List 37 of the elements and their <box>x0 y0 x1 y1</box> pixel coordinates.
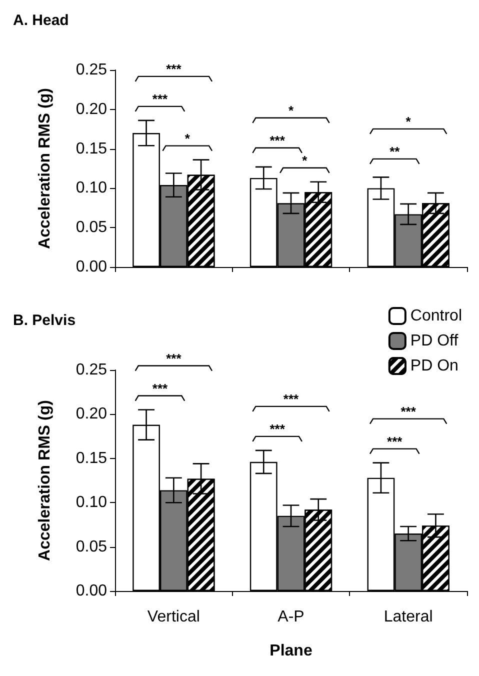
y-axis-title: Acceleration RMS (g) <box>36 400 54 561</box>
chart-title: A. Head <box>13 12 69 29</box>
legend-label: PD Off <box>410 332 459 350</box>
annotation: * <box>184 130 191 146</box>
y-tick-label: 0.00 <box>76 582 108 600</box>
y-tick-label: 0.15 <box>76 450 108 467</box>
y-tick-label: 0.05 <box>76 219 108 236</box>
annotation: * <box>288 102 294 118</box>
y-tick-label: 0.10 <box>76 494 108 512</box>
x-tick-label: A-P <box>278 608 304 626</box>
x-tick-label: Lateral <box>384 608 433 626</box>
x-tick-label: Vertical <box>147 608 200 626</box>
chart-title: B. Pelvis <box>13 312 76 329</box>
y-tick-label: 0.25 <box>76 62 108 78</box>
y-tick-label: 0.25 <box>76 362 108 378</box>
legend-label: Control <box>410 308 462 324</box>
annotation: *** <box>166 61 182 76</box>
text: *** <box>166 350 182 366</box>
annotation: *** <box>152 380 168 396</box>
annotation: * <box>406 114 412 129</box>
annotation: *** <box>270 132 286 148</box>
annotation: *** <box>400 404 417 419</box>
annotation: *** <box>387 434 404 449</box>
y-tick-label: 0.20 <box>76 100 108 118</box>
y-axis-title: Acceleration RMS (g) <box>36 88 54 249</box>
x-axis-title: Plane <box>270 642 312 660</box>
y-tick-label: 0.00 <box>76 258 108 276</box>
y-tick-label: 0.10 <box>76 180 108 197</box>
y-tick-label: 0.15 <box>76 140 108 158</box>
annotation: ** <box>390 144 401 159</box>
y-tick-label: 0.20 <box>76 406 108 423</box>
annotation: * <box>302 152 308 168</box>
annotation: *** <box>152 91 168 106</box>
annotation: *** <box>270 421 286 436</box>
y-tick-label: 0.05 <box>76 538 108 556</box>
legend-label: PD On <box>410 358 458 374</box>
annotation: *** <box>283 391 300 406</box>
